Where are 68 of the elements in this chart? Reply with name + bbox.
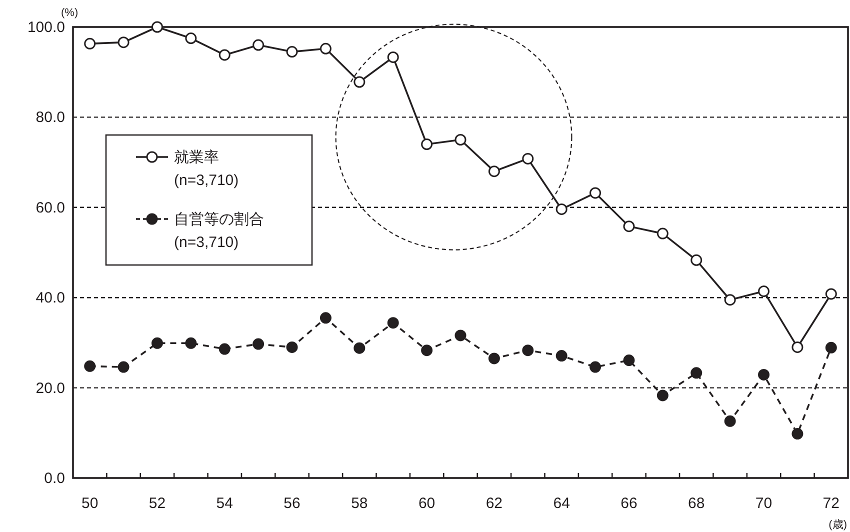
y-tick-label: 100.0	[27, 19, 65, 36]
point	[218, 49, 230, 61]
point	[522, 152, 534, 164]
legend-label: 自営等の割合 (n=3,710)	[174, 211, 264, 251]
point	[656, 390, 668, 402]
point	[387, 317, 399, 329]
point	[488, 166, 500, 178]
x-tick-label: 66	[620, 495, 638, 512]
point	[185, 337, 197, 349]
point	[825, 342, 837, 354]
x-tick-label: 70	[755, 495, 772, 512]
point	[590, 187, 602, 199]
point	[118, 36, 130, 48]
point	[286, 341, 298, 353]
point	[151, 21, 163, 33]
y-tick-label: 0.0	[44, 470, 65, 487]
point	[320, 42, 332, 54]
point	[84, 38, 96, 50]
y-tick-label: 60.0	[36, 199, 65, 216]
x-tick-label: 68	[688, 495, 705, 512]
point	[218, 343, 230, 355]
point	[421, 344, 433, 356]
point	[792, 341, 804, 353]
y-tick-label: 80.0	[36, 109, 65, 126]
point	[656, 228, 668, 240]
point	[118, 361, 130, 373]
point	[185, 32, 197, 44]
point	[522, 344, 534, 356]
point	[623, 354, 635, 366]
point	[252, 338, 264, 350]
x-tick-label: 52	[148, 495, 166, 512]
x-tick-label: 64	[553, 495, 570, 512]
point	[590, 361, 602, 373]
point	[354, 342, 366, 354]
x-tick-label: 62	[486, 495, 503, 512]
y-tick-label: 40.0	[36, 290, 65, 307]
point	[724, 294, 736, 306]
point	[556, 203, 568, 215]
x-tick-label: 58	[351, 495, 368, 512]
point	[825, 288, 837, 300]
x-tick-label: 50	[82, 495, 98, 512]
point	[320, 312, 332, 324]
y-axis-title: (%)	[61, 7, 78, 19]
point	[421, 138, 433, 150]
point	[454, 330, 466, 342]
point	[758, 368, 770, 380]
y-tick-label: 20.0	[36, 380, 65, 397]
point	[354, 76, 366, 88]
point	[151, 337, 163, 349]
point	[690, 367, 702, 379]
point	[758, 286, 770, 298]
point	[488, 352, 500, 364]
point	[690, 254, 702, 266]
x-tick-label: 72	[822, 495, 840, 512]
point	[454, 134, 466, 146]
point	[387, 51, 399, 63]
point	[252, 39, 264, 51]
point	[792, 428, 804, 440]
point	[286, 46, 298, 58]
x-tick-label: 56	[284, 495, 300, 512]
x-tick-label: 60	[418, 495, 436, 512]
point	[724, 415, 736, 427]
point	[623, 220, 635, 232]
x-tick-label: 54	[216, 495, 233, 512]
x-axis-title: (歳)	[828, 518, 847, 531]
legend-label: 就業率 (n=3,710)	[174, 149, 239, 189]
point	[84, 360, 96, 372]
point	[556, 350, 568, 362]
